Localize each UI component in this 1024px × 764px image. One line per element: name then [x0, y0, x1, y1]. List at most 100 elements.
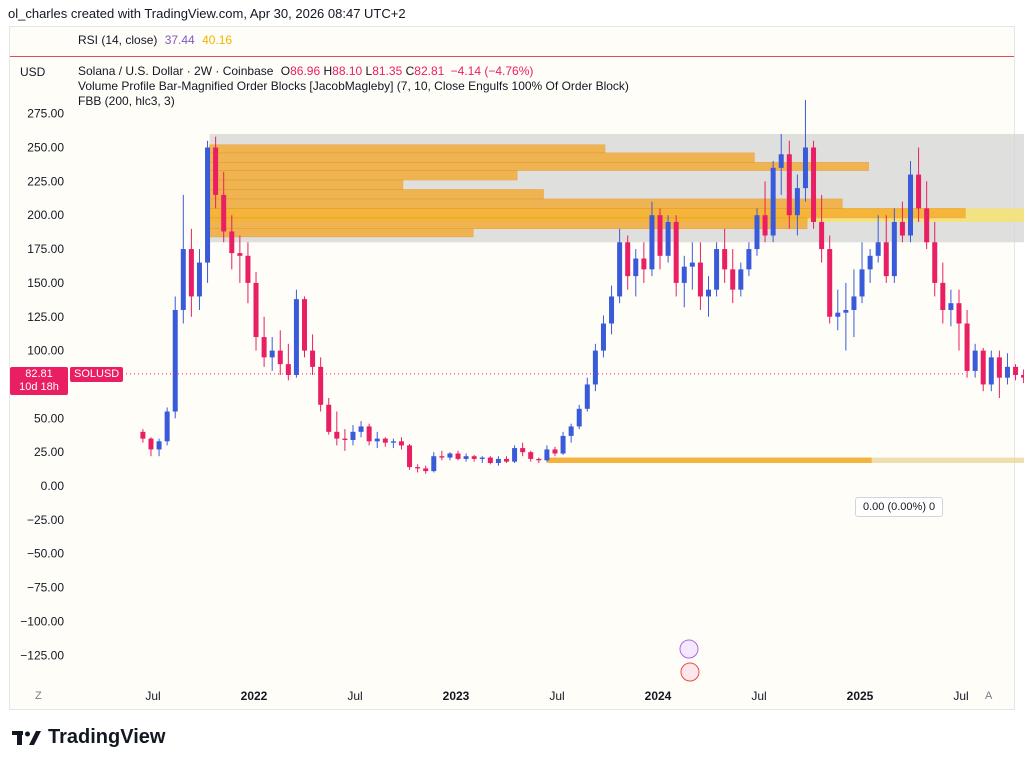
candle-body	[875, 242, 881, 256]
volume-profile-bar	[209, 179, 404, 190]
candle-body	[754, 215, 760, 250]
candle-body	[932, 242, 938, 283]
candle-body	[811, 147, 817, 222]
candle-body	[455, 453, 461, 459]
candle-body	[213, 147, 219, 195]
candle-body	[318, 366, 324, 405]
rsi-value: 37.44	[164, 33, 195, 47]
candle-body	[584, 384, 590, 409]
candle-body	[697, 262, 703, 297]
candle-body	[293, 299, 299, 375]
pane-separator[interactable]	[10, 56, 1014, 57]
y-tick-label: 100.00	[27, 344, 64, 358]
y-tick-label: 0.00	[41, 479, 65, 493]
candle-body	[883, 242, 889, 277]
y-tick-label: 25.00	[34, 445, 64, 459]
volume-profile-bar	[209, 189, 544, 200]
candle-body	[536, 458, 542, 461]
candle-body	[374, 438, 380, 442]
candle-body	[835, 312, 841, 317]
rsi-label: RSI (14, close)	[78, 33, 158, 47]
candle-body	[617, 242, 623, 297]
candle-body	[520, 448, 526, 453]
rsi-ma-value: 40.16	[202, 33, 233, 47]
candle-body	[350, 431, 356, 440]
candle-body	[196, 262, 202, 297]
measure-label[interactable]: 0.00 (0.00%) 0	[855, 497, 944, 517]
tradingview-logo-text: TradingView	[48, 726, 166, 748]
candle-body	[253, 282, 259, 338]
candle-body	[956, 303, 962, 324]
candle-body	[148, 438, 154, 450]
candle-body	[180, 249, 186, 310]
candle-body	[479, 457, 485, 459]
y-tick-label: 225.00	[27, 174, 64, 188]
tradingview-logo-icon	[12, 730, 41, 745]
y-tick-label: 150.00	[27, 276, 64, 290]
candle-body	[326, 404, 332, 432]
symbol-legend[interactable]: Solana / U.S. Dollar · 2W · Coinbase O86…	[78, 64, 629, 109]
candle-body	[269, 350, 275, 358]
y-tick-label: −125.00	[20, 648, 64, 662]
candle-body	[657, 215, 663, 256]
candle-body	[512, 448, 518, 462]
candle-body	[609, 296, 615, 324]
candle-body	[867, 255, 873, 270]
candle-body	[819, 221, 825, 250]
candle-body	[423, 468, 429, 472]
low-value: 81.35	[372, 64, 403, 78]
candle-body	[770, 167, 776, 236]
zoom-reset-button[interactable]: Z	[35, 690, 42, 702]
y-tick-label: −75.00	[27, 581, 64, 595]
bar-countdown: 10d 18h	[19, 381, 59, 393]
candle-body	[891, 221, 897, 277]
symbol-tag: SOLUSD	[70, 367, 124, 382]
candle-body	[463, 456, 469, 459]
volume-profile-bar	[209, 208, 966, 219]
x-tick-label: Jul	[953, 689, 968, 703]
candle-body	[164, 411, 170, 442]
candle-body	[633, 258, 639, 277]
candle-body	[576, 408, 582, 427]
candle-body	[495, 458, 501, 463]
candle-body	[851, 296, 857, 310]
auto-scale-button[interactable]: A	[985, 690, 993, 702]
currency-label[interactable]: USD	[20, 65, 46, 79]
candle-body	[899, 221, 905, 236]
indicator-1[interactable]: Volume Profile Bar-Magnified Order Block…	[78, 79, 629, 93]
candle-body	[487, 457, 493, 463]
candle-body	[504, 458, 509, 462]
candle-body	[310, 350, 316, 367]
indicator-2[interactable]: FBB (200, hlc3, 3)	[78, 94, 175, 108]
x-tick-label: Jul	[347, 689, 362, 703]
candle-body	[221, 194, 227, 232]
candle-body	[188, 249, 194, 297]
candle-body	[641, 258, 647, 270]
last-price-tag: 82.81 10d 18h	[10, 367, 68, 395]
candle-body	[471, 456, 477, 459]
volume-profile-bar	[209, 162, 869, 171]
y-tick-label: 250.00	[27, 141, 64, 155]
y-tick-label: 50.00	[34, 411, 64, 425]
rsi-legend[interactable]: RSI (14, close) 37.44 40.16	[78, 33, 232, 47]
candle-body	[342, 438, 348, 440]
y-tick-label: 175.00	[27, 242, 64, 256]
candle-body	[762, 215, 768, 236]
candle-body	[277, 350, 283, 365]
candle-body	[285, 364, 291, 375]
candle-body	[996, 357, 1002, 378]
candle-body	[778, 154, 784, 168]
x-tick-label: Jul	[751, 689, 766, 703]
candle-body	[1021, 374, 1024, 378]
candle-body	[681, 266, 687, 283]
y-tick-label: −25.00	[27, 513, 64, 527]
candle-body	[245, 255, 251, 283]
candle-body	[366, 426, 372, 442]
candle-body	[916, 174, 922, 209]
volume-profile-bar	[209, 217, 808, 230]
change-value: −4.14 (−4.76%)	[450, 64, 534, 78]
candle-body	[568, 426, 574, 436]
x-tick-label: Jul	[145, 689, 160, 703]
candle-body	[625, 242, 631, 277]
